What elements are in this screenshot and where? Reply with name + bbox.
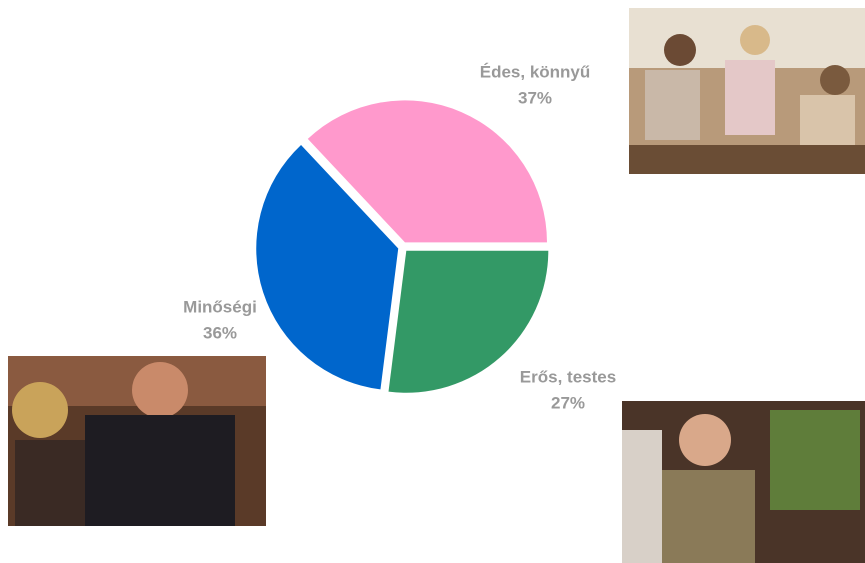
- pie-slice: [307, 100, 547, 243]
- slice-label: Édes, könnyű: [480, 62, 591, 81]
- pie-slice: [256, 145, 399, 390]
- pie-slice: [388, 250, 549, 393]
- slice-label: Erős, testes: [520, 367, 616, 386]
- photo-bottom-left: [8, 356, 266, 526]
- slice-value: 37%: [518, 88, 552, 107]
- photo-bottom-right: [622, 401, 865, 563]
- slice-value: 36%: [203, 323, 237, 342]
- slice-label: Minőségi: [183, 297, 257, 316]
- photo-top-right: [629, 8, 865, 174]
- slice-value: 27%: [551, 393, 585, 412]
